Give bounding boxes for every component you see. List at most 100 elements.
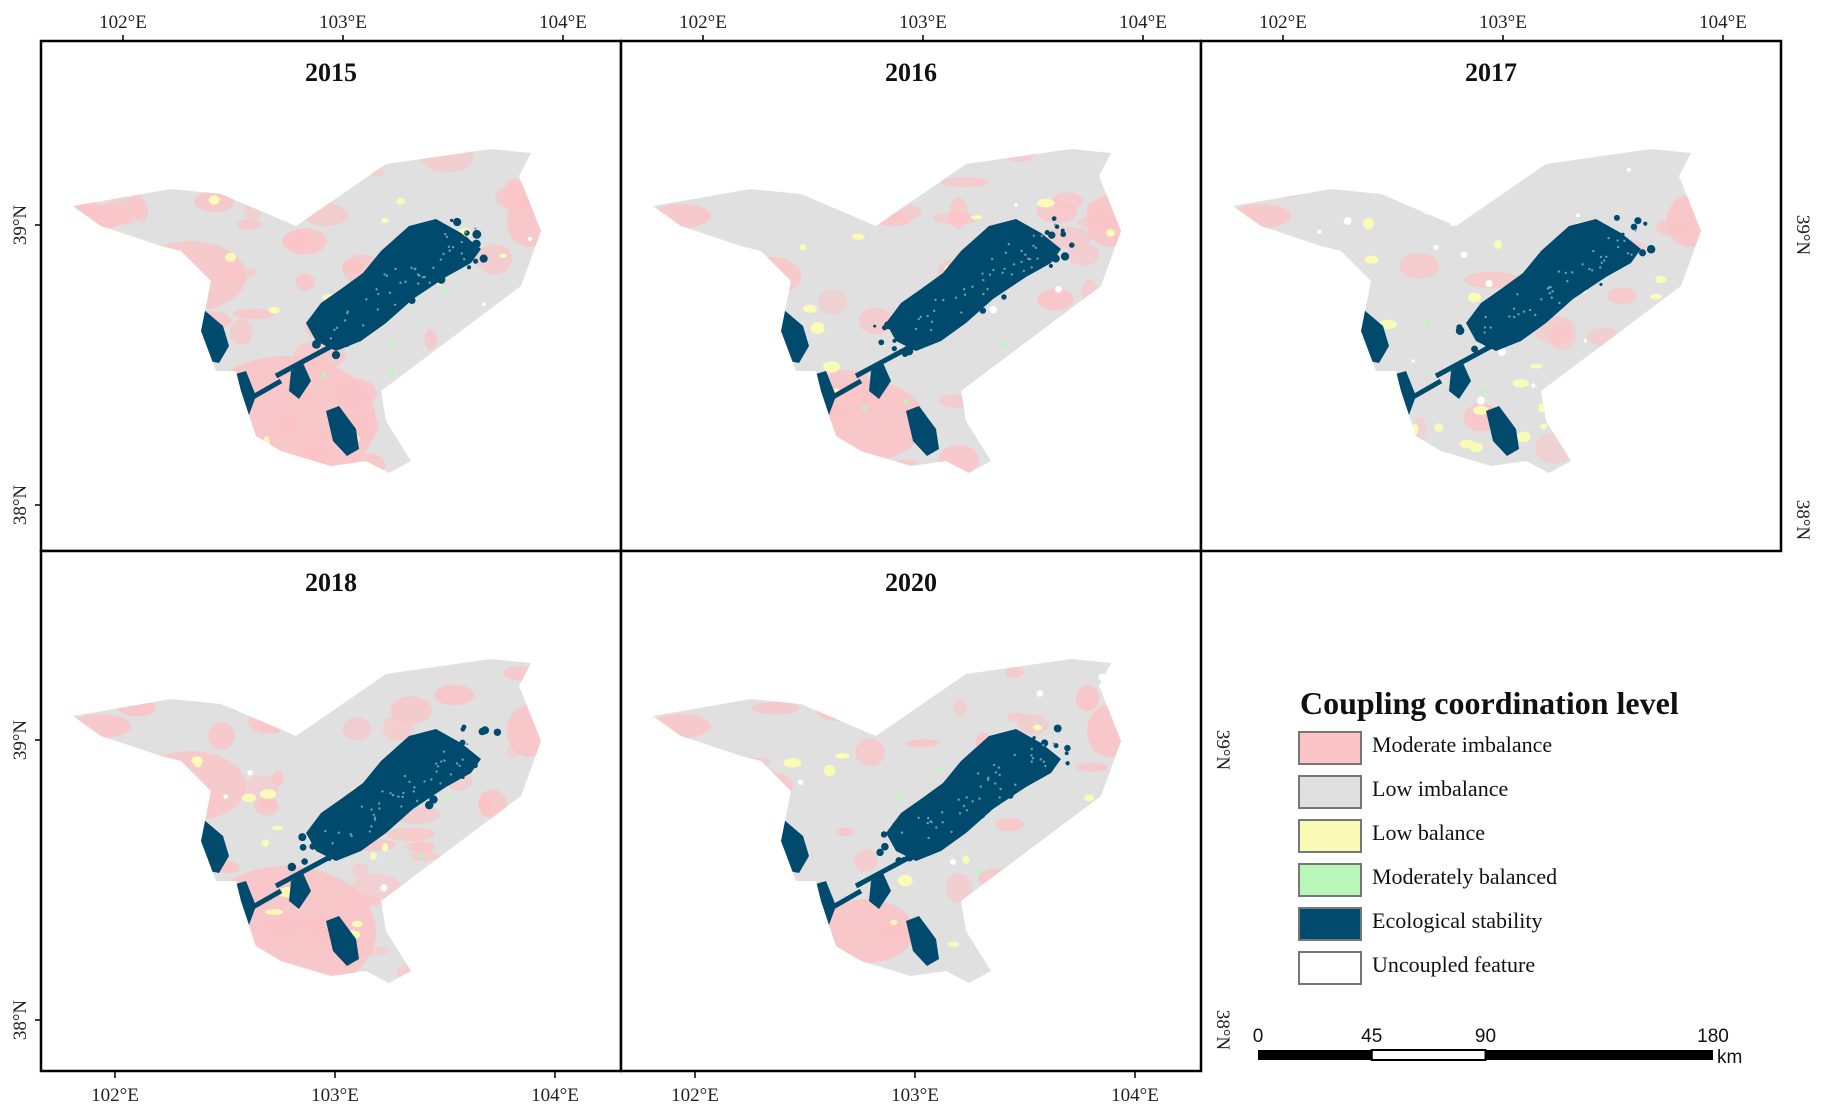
low-balance-patch [259,789,277,799]
uncoupled-patch [223,794,228,799]
lat-label: 39°N [1212,730,1233,771]
scale-tick-label: 0 [1253,1026,1264,1047]
ecological-stability-patch [357,837,367,847]
ecological-stability-patch [1552,270,1562,280]
ecological-stability-area [906,916,939,966]
ecological-stability-corridor [274,338,343,379]
ecological-stability-patch [409,258,415,264]
ecological-texture [462,257,466,261]
moderate-imbalance-patch [503,178,526,210]
ecological-stability-patch [1028,237,1035,243]
ecological-texture [1546,287,1550,290]
ecological-stability-patch [1596,261,1601,267]
ecological-stability-patch [946,304,954,312]
moderate-imbalance-patch [328,894,381,908]
ecological-texture [324,829,327,833]
scale-tick-label: 90 [1475,1026,1496,1047]
ecological-stability-patch [1638,249,1647,257]
uncoupled-patch [1584,339,1588,343]
ecological-stability-patch [1040,739,1049,747]
ecological-stability-patch [473,258,479,264]
ecological-texture [417,282,420,285]
ecological-stability-patch [1035,762,1043,770]
low-balance-patch [208,195,220,205]
ecological-texture [1607,236,1610,240]
ecological-stability-patch [1502,324,1509,331]
ecological-texture [399,281,402,285]
low-balance-patch [268,306,280,314]
moderate-imbalance-patch [1004,667,1025,678]
moderately-balanced-patch [1425,319,1431,325]
ecological-stability-patch [1497,337,1507,347]
ecological-texture [331,842,334,845]
moderately-balanced-patch [444,287,450,293]
ecological-texture [1512,307,1516,310]
low-balance-patch [265,909,283,915]
ecological-stability-patch [929,289,936,296]
ecological-texture [333,328,336,332]
ecological-texture [935,826,938,829]
moderate-imbalance-area [818,899,914,963]
low-balance-patch [369,852,377,861]
low-balance-patch [823,764,836,777]
moderately-balanced-patch [445,796,451,802]
ecological-texture [1489,326,1492,329]
ecological-stability-patch [417,265,424,272]
ecological-texture [971,800,974,803]
lat-label: 39°N [1792,215,1813,256]
low-balance-patch [1516,431,1531,443]
ecological-texture [408,780,411,784]
ecological-stability-patch [1535,315,1540,320]
ecological-texture [960,311,963,314]
low-balance-patch [1655,275,1667,284]
uncoupled-patch [1433,244,1439,251]
ecological-texture [934,298,937,302]
ecological-stability-patch [979,763,984,768]
ecological-stability-patch [1060,252,1070,261]
ecological-stability-patch [350,796,358,804]
ecological-stability-patch [441,740,449,748]
uncoupled-patch [1317,229,1322,235]
ecological-texture [1634,229,1637,232]
moderate-imbalance-patch [507,745,520,759]
ecological-stability-patch [299,843,307,851]
ecological-texture [402,791,405,795]
ecological-stability-patch [478,727,486,736]
moderate-imbalance-patch [1606,287,1638,305]
ecological-stability-patch [433,236,439,242]
low-balance-patch [1540,423,1548,430]
moderate-imbalance-patch [406,841,435,853]
lon-label: 104°E [1699,12,1747,33]
ecological-texture [1557,270,1561,273]
uncoupled-patch [1497,348,1506,357]
ecological-stability-patch [957,819,966,828]
panel-title: 2020 [885,568,937,597]
ecological-texture [346,311,349,315]
ecological-texture [361,324,365,327]
legend-label: Moderately balanced [1372,864,1558,889]
ecological-stability-patch [902,829,910,836]
ecological-texture [375,288,378,291]
ecological-stability-patch [353,283,358,289]
ecological-stability-patch [1575,288,1582,295]
ecological-texture [933,309,936,313]
ecological-stability-patch [1610,253,1616,259]
low-balance-patch [381,218,390,224]
ecological-texture [990,257,994,261]
ecological-stability-patch [1048,231,1056,239]
ecological-stability-patch [895,857,903,865]
ecological-texture [1028,257,1032,261]
lat-label: 38°N [10,1000,31,1041]
ecological-stability-patch [899,336,909,345]
ecological-stability-patch [412,277,418,284]
ecological-stability-patch [406,291,411,297]
ecological-stability-patch [1015,764,1024,773]
ecological-texture [445,235,449,239]
moderate-imbalance-patch [342,259,365,274]
ecological-texture [400,805,403,808]
ecological-texture [421,275,425,279]
ecological-texture [373,818,377,821]
ecological-texture [1605,255,1608,259]
ecological-texture [1042,743,1045,747]
ecological-texture [986,778,990,781]
